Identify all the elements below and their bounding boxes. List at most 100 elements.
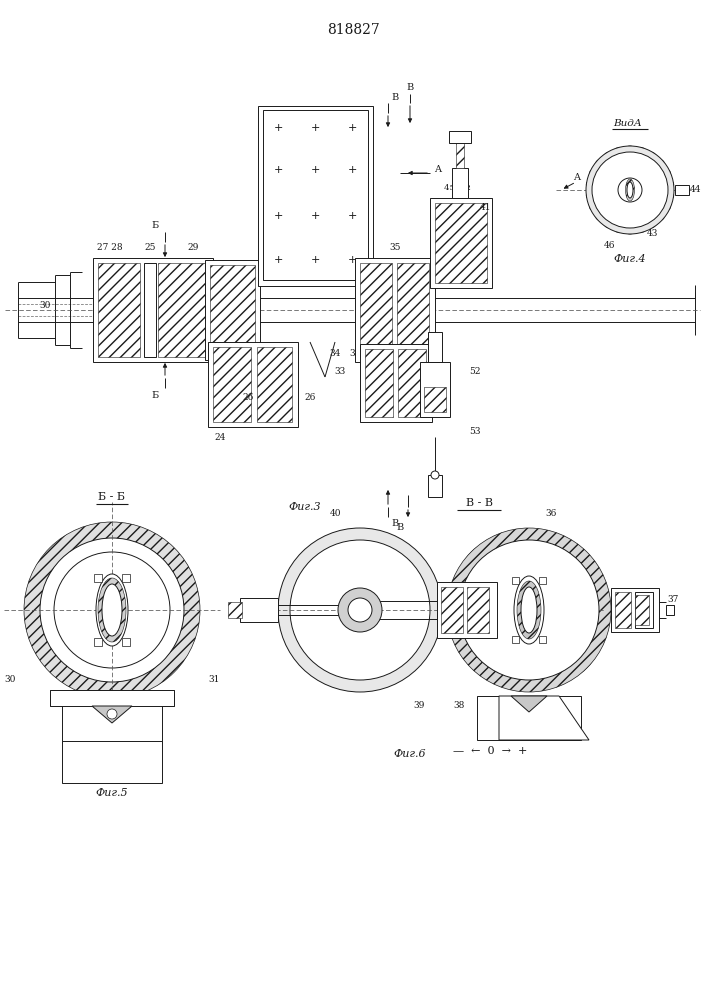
Bar <box>365 349 393 417</box>
Bar <box>158 263 206 357</box>
Bar <box>449 131 471 143</box>
Bar <box>477 696 581 740</box>
Text: 39: 39 <box>414 702 425 710</box>
Bar <box>228 602 242 618</box>
Text: Б: Б <box>151 222 158 231</box>
Ellipse shape <box>626 179 634 201</box>
Text: A: A <box>573 174 580 182</box>
Text: +: + <box>347 211 357 221</box>
Polygon shape <box>92 706 132 723</box>
Circle shape <box>431 471 439 479</box>
Ellipse shape <box>102 584 122 636</box>
Text: 37: 37 <box>667 595 679 604</box>
Text: 53: 53 <box>469 428 481 436</box>
Circle shape <box>348 598 372 622</box>
Bar <box>208 342 298 427</box>
Text: +: + <box>347 165 357 175</box>
Text: Фиг.5: Фиг.5 <box>95 788 128 798</box>
Bar <box>263 110 368 280</box>
Bar <box>539 636 546 643</box>
Bar <box>467 587 489 633</box>
Text: 36: 36 <box>545 510 556 518</box>
Bar <box>257 347 292 422</box>
Text: 32: 32 <box>349 350 361 359</box>
Bar <box>397 263 429 357</box>
Text: Фиг.6: Фиг.6 <box>394 749 426 759</box>
Ellipse shape <box>514 576 544 644</box>
Bar <box>512 577 519 584</box>
Text: 35: 35 <box>390 243 401 252</box>
Text: +: + <box>310 255 320 265</box>
Bar <box>452 168 468 198</box>
Text: 52: 52 <box>469 367 481 376</box>
Circle shape <box>290 540 430 680</box>
Text: Б: Б <box>151 391 158 400</box>
Bar <box>94 638 102 646</box>
Bar <box>512 636 519 643</box>
Text: 46: 46 <box>604 241 616 250</box>
Polygon shape <box>511 696 547 712</box>
Bar <box>611 588 659 632</box>
Polygon shape <box>499 696 589 740</box>
Bar <box>398 349 426 417</box>
Text: В - В: В - В <box>465 498 493 508</box>
Bar <box>539 577 546 584</box>
Bar <box>428 475 442 497</box>
Text: 25: 25 <box>144 243 156 252</box>
Circle shape <box>40 538 184 682</box>
Text: +: + <box>274 211 283 221</box>
Text: 34: 34 <box>329 350 341 359</box>
Bar <box>441 587 463 633</box>
Circle shape <box>338 588 382 632</box>
Circle shape <box>107 709 117 719</box>
Circle shape <box>592 152 668 228</box>
Text: +: + <box>310 211 320 221</box>
Bar <box>258 106 373 286</box>
Text: 41: 41 <box>479 204 491 213</box>
Bar <box>240 598 278 622</box>
Bar <box>430 198 492 288</box>
Bar <box>456 143 464 168</box>
Ellipse shape <box>96 574 128 646</box>
Text: 30: 30 <box>40 300 51 310</box>
Ellipse shape <box>98 578 126 642</box>
Bar <box>435 203 487 283</box>
Bar <box>205 260 260 360</box>
Bar <box>635 592 653 628</box>
Text: 43: 43 <box>646 230 658 238</box>
Text: +: + <box>310 165 320 175</box>
Bar <box>437 582 497 638</box>
Circle shape <box>447 528 611 692</box>
Bar <box>144 263 156 357</box>
Circle shape <box>54 552 170 668</box>
Bar <box>420 362 450 417</box>
Text: 44: 44 <box>690 186 702 194</box>
Text: +: + <box>274 255 283 265</box>
Text: В: В <box>407 84 414 93</box>
Text: +: + <box>347 123 357 133</box>
Circle shape <box>278 528 442 692</box>
Text: ВидА: ВидА <box>614 119 643 128</box>
Text: 45  42: 45 42 <box>443 184 470 192</box>
Bar <box>666 605 674 615</box>
Text: В: В <box>397 522 404 532</box>
Bar <box>424 387 446 412</box>
Text: 38: 38 <box>453 702 464 710</box>
Ellipse shape <box>517 581 541 639</box>
Bar <box>62 703 162 743</box>
Text: 818827: 818827 <box>327 23 380 37</box>
Bar <box>94 574 102 582</box>
Bar <box>615 592 631 628</box>
Bar <box>213 347 251 422</box>
Text: +: + <box>347 255 357 265</box>
Bar <box>50 690 174 706</box>
Bar <box>360 344 432 422</box>
Text: 27 28: 27 28 <box>97 243 123 252</box>
Ellipse shape <box>627 182 633 198</box>
Bar <box>93 258 213 362</box>
Bar <box>122 574 130 582</box>
Bar <box>635 595 649 625</box>
Text: Фиг.3: Фиг.3 <box>288 502 321 512</box>
Text: 31: 31 <box>209 676 220 684</box>
Bar <box>428 332 442 362</box>
